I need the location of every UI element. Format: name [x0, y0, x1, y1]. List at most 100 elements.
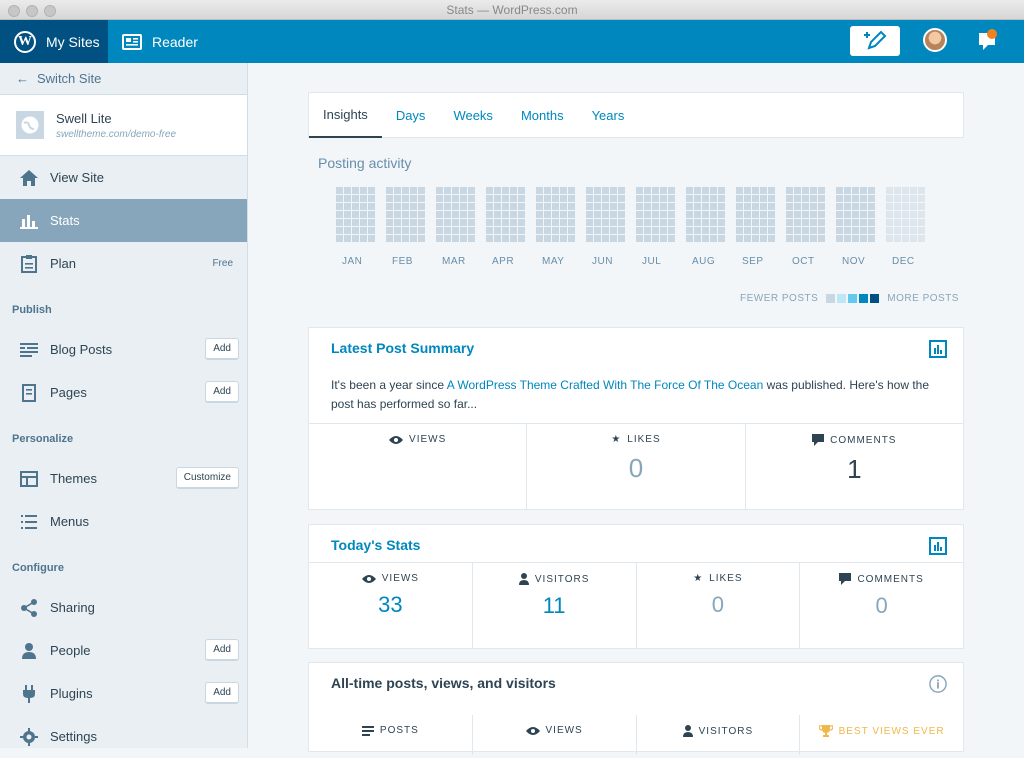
heatmap-day-cell[interactable] [352, 219, 359, 226]
heatmap-day-cell[interactable] [486, 187, 493, 194]
heatmap-day-cell[interactable] [436, 227, 443, 234]
heatmap-day-cell[interactable] [444, 211, 451, 218]
heatmap-day-cell[interactable] [702, 203, 709, 210]
heatmap-day-cell[interactable] [886, 227, 893, 234]
heatmap-day-cell[interactable] [918, 219, 925, 226]
heatmap-day-cell[interactable] [536, 211, 543, 218]
heatmap-day-cell[interactable] [510, 203, 517, 210]
heatmap-day-cell[interactable] [368, 235, 375, 242]
heatmap-day-cell[interactable] [436, 211, 443, 218]
minimize-window-button[interactable] [26, 5, 38, 17]
heatmap-day-cell[interactable] [902, 235, 909, 242]
heatmap-day-cell[interactable] [668, 211, 675, 218]
heatmap-day-cell[interactable] [652, 211, 659, 218]
heatmap-day-cell[interactable] [710, 235, 717, 242]
heatmap-day-cell[interactable] [636, 219, 643, 226]
heatmap-day-cell[interactable] [744, 235, 751, 242]
heatmap-day-cell[interactable] [868, 219, 875, 226]
heatmap-day-cell[interactable] [518, 227, 525, 234]
heatmap-day-cell[interactable] [818, 203, 825, 210]
heatmap-day-cell[interactable] [868, 235, 875, 242]
heatmap-day-cell[interactable] [810, 187, 817, 194]
heatmap-day-cell[interactable] [536, 227, 543, 234]
heatmap-day-cell[interactable] [694, 227, 701, 234]
heatmap-day-cell[interactable] [802, 195, 809, 202]
heatmap-day-cell[interactable] [860, 227, 867, 234]
heatmap-day-cell[interactable] [552, 227, 559, 234]
todays-stats-title[interactable]: Today's Stats [331, 537, 421, 553]
heatmap-day-cell[interactable] [360, 219, 367, 226]
latest-post-link[interactable]: A WordPress Theme Crafted With The Force… [446, 378, 764, 392]
heatmap-day-cell[interactable] [918, 235, 925, 242]
heatmap-day-cell[interactable] [718, 211, 725, 218]
switch-site-link[interactable]: ← Switch Site [0, 63, 247, 95]
heatmap-day-cell[interactable] [468, 203, 475, 210]
heatmap-day-cell[interactable] [710, 227, 717, 234]
heatmap-day-cell[interactable] [794, 235, 801, 242]
user-avatar[interactable] [923, 28, 947, 52]
sidebar-item-plan[interactable]: Plan Free [0, 242, 247, 285]
heatmap-day-cell[interactable] [518, 211, 525, 218]
heatmap-day-cell[interactable] [910, 227, 917, 234]
heatmap-day-cell[interactable] [652, 195, 659, 202]
heatmap-day-cell[interactable] [660, 235, 667, 242]
heatmap-day-cell[interactable] [744, 203, 751, 210]
heatmap-day-cell[interactable] [852, 235, 859, 242]
heatmap-day-cell[interactable] [536, 203, 543, 210]
heatmap-day-cell[interactable] [718, 235, 725, 242]
heatmap-day-cell[interactable] [886, 195, 893, 202]
heatmap-day-cell[interactable] [660, 203, 667, 210]
heatmap-day-cell[interactable] [452, 219, 459, 226]
heatmap-day-cell[interactable] [510, 227, 517, 234]
heatmap-day-cell[interactable] [360, 235, 367, 242]
heatmap-day-cell[interactable] [752, 187, 759, 194]
heatmap-day-cell[interactable] [868, 203, 875, 210]
heatmap-day-cell[interactable] [652, 219, 659, 226]
heatmap-day-cell[interactable] [336, 187, 343, 194]
heatmap-day-cell[interactable] [336, 195, 343, 202]
heatmap-day-cell[interactable] [736, 211, 743, 218]
heatmap-day-cell[interactable] [444, 195, 451, 202]
heatmap-day-cell[interactable] [602, 211, 609, 218]
heatmap-day-cell[interactable] [618, 235, 625, 242]
heatmap-day-cell[interactable] [636, 235, 643, 242]
heatmap-day-cell[interactable] [644, 219, 651, 226]
heatmap-day-cell[interactable] [660, 219, 667, 226]
heatmap-day-cell[interactable] [702, 235, 709, 242]
heatmap-day-cell[interactable] [560, 211, 567, 218]
heatmap-day-cell[interactable] [894, 227, 901, 234]
reader-button[interactable]: Reader [122, 20, 198, 63]
heatmap-day-cell[interactable] [860, 203, 867, 210]
heatmap-day-cell[interactable] [644, 195, 651, 202]
heatmap-day-cell[interactable] [694, 219, 701, 226]
heatmap-day-cell[interactable] [894, 211, 901, 218]
heatmap-day-cell[interactable] [802, 187, 809, 194]
heatmap-day-cell[interactable] [336, 227, 343, 234]
heatmap-day-cell[interactable] [460, 227, 467, 234]
heatmap-day-cell[interactable] [602, 203, 609, 210]
heatmap-day-cell[interactable] [368, 203, 375, 210]
heatmap-day-cell[interactable] [886, 211, 893, 218]
tab-insights[interactable]: Insights [309, 93, 382, 138]
heatmap-day-cell[interactable] [718, 195, 725, 202]
heatmap-day-cell[interactable] [444, 187, 451, 194]
heatmap-day-cell[interactable] [552, 187, 559, 194]
heatmap-day-cell[interactable] [886, 235, 893, 242]
heatmap-day-cell[interactable] [652, 203, 659, 210]
heatmap-day-cell[interactable] [686, 187, 693, 194]
heatmap-day-cell[interactable] [786, 187, 793, 194]
tab-months[interactable]: Months [520, 108, 564, 123]
heatmap-day-cell[interactable] [436, 195, 443, 202]
heatmap-day-cell[interactable] [644, 203, 651, 210]
heatmap-day-cell[interactable] [502, 227, 509, 234]
heatmap-day-cell[interactable] [836, 203, 843, 210]
heatmap-day-cell[interactable] [344, 227, 351, 234]
heatmap-day-cell[interactable] [668, 235, 675, 242]
heatmap-day-cell[interactable] [886, 203, 893, 210]
heatmap-day-cell[interactable] [786, 203, 793, 210]
heatmap-day-cell[interactable] [486, 219, 493, 226]
heatmap-day-cell[interactable] [460, 187, 467, 194]
my-sites-button[interactable]: W My Sites [0, 20, 108, 63]
heatmap-day-cell[interactable] [836, 195, 843, 202]
heatmap-day-cell[interactable] [794, 195, 801, 202]
